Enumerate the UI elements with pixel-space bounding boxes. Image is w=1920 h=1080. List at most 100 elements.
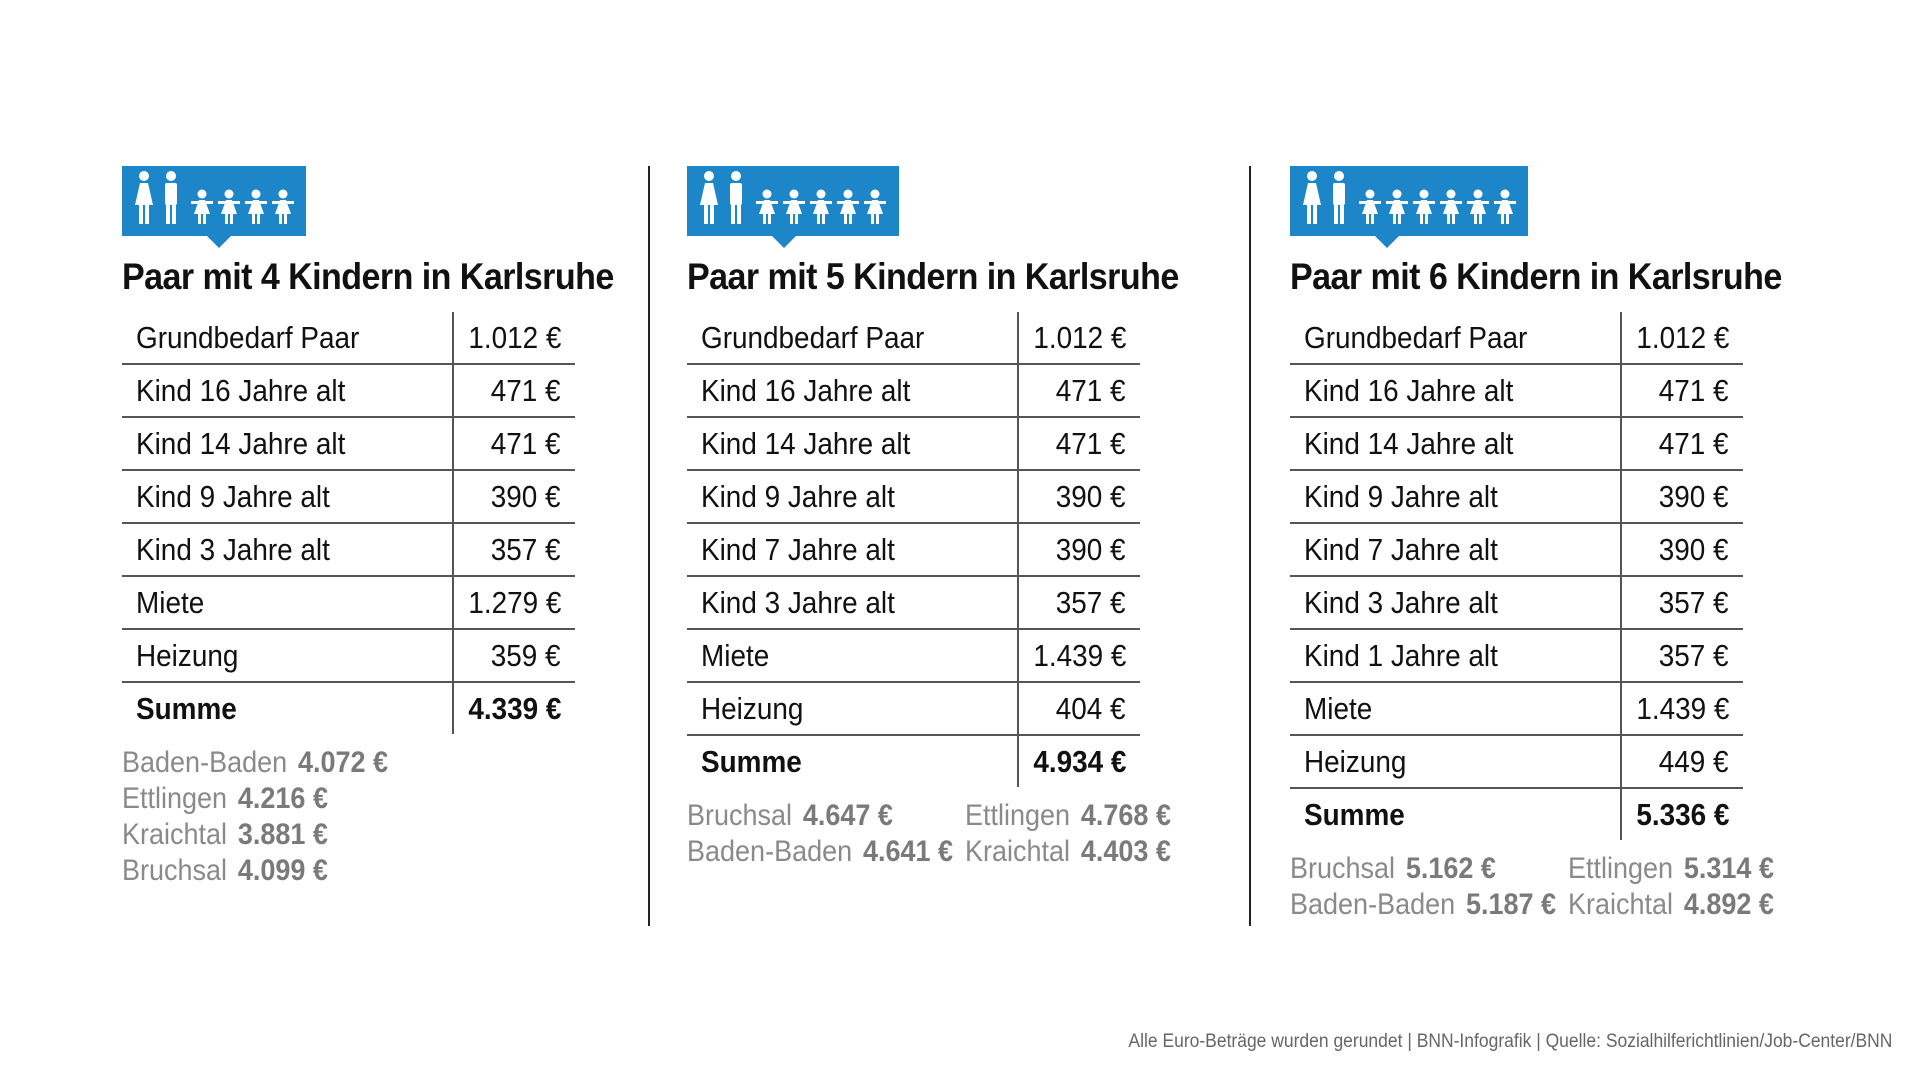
- child-icon: [1440, 189, 1462, 224]
- table-row: Kind 3 Jahre alt 357 €: [1290, 576, 1743, 630]
- row-label-cell: Miete: [122, 576, 454, 630]
- family-icon: [700, 171, 886, 224]
- row-label: Kind 7 Jahre alt: [701, 531, 895, 567]
- row-value: 357 €: [1659, 637, 1729, 673]
- footer-source: Alle Euro-Beträge wurden gerundet | BNN-…: [1127, 1031, 1892, 1052]
- row-label: Kind 3 Jahre alt: [136, 531, 330, 567]
- row-label-cell: Kind 14 Jahre alt: [122, 417, 454, 471]
- row-label-cell: Kind 9 Jahre alt: [687, 470, 1019, 524]
- row-label-cell: Kind 1 Jahre alt: [1290, 629, 1622, 683]
- sum-row: Summe 5.336 €: [1290, 788, 1743, 840]
- city-entry: Bruchsal 5.162 €: [1290, 852, 1568, 886]
- city-name: Ettlingen: [965, 799, 1071, 832]
- sum-value-cell: 4.339 €: [453, 682, 575, 734]
- table-row: Grundbedarf Paar 1.012 €: [1290, 312, 1743, 365]
- city-entry: Kraichtal 4.892 €: [1568, 888, 1825, 922]
- child-icon: [191, 189, 213, 224]
- child-icon: [218, 189, 240, 224]
- cost-table: Grundbedarf Paar 1.012 € Kind 16 Jahre alt…: [122, 312, 575, 734]
- row-value: 359 €: [491, 637, 561, 673]
- row-value: 357 €: [491, 531, 561, 567]
- city-entry-text: Kraichtal 4.403 €: [965, 835, 1171, 869]
- table-row: Kind 14 Jahre alt 471 €: [122, 417, 575, 471]
- row-label-cell: Kind 3 Jahre alt: [122, 523, 454, 577]
- table-row: Kind 9 Jahre alt 390 €: [687, 470, 1140, 524]
- table-row: Kind 14 Jahre alt 471 €: [1290, 417, 1743, 471]
- city-entry-text: Ettlingen 5.314 €: [1568, 852, 1774, 886]
- city-entry-text: Bruchsal 4.647 €: [687, 799, 893, 833]
- row-value-cell: 404 €: [1018, 682, 1140, 736]
- sum-value-cell: 5.336 €: [1621, 788, 1743, 840]
- row-label-cell: Kind 7 Jahre alt: [1290, 523, 1622, 577]
- child-icon: [837, 189, 859, 224]
- city-name: Kraichtal: [965, 835, 1071, 868]
- family-icon: [135, 171, 294, 224]
- row-label-cell: Kind 16 Jahre alt: [122, 364, 454, 418]
- city-value: 4.403 €: [1080, 835, 1171, 868]
- city-value: 4.099 €: [237, 854, 328, 887]
- table-row: Miete 1.279 €: [122, 576, 575, 630]
- row-label: Kind 14 Jahre alt: [1304, 425, 1514, 461]
- row-label: Miete: [701, 637, 770, 673]
- row-value-cell: 1.012 €: [453, 312, 575, 365]
- family-badge: [122, 166, 306, 248]
- panel-4-children: Paar mit 4 Kindern in Karlsruhe Grundbed…: [122, 166, 657, 890]
- divider: [648, 166, 650, 926]
- city-entry-text: Bruchsal 5.162 €: [1290, 852, 1496, 886]
- child-icon: [1359, 189, 1381, 224]
- city-value: 4.216 €: [237, 782, 328, 815]
- row-value: 471 €: [1056, 425, 1126, 461]
- city-name: Kraichtal: [122, 818, 228, 851]
- row-value-cell: 357 €: [1621, 576, 1743, 630]
- row-label-cell: Kind 9 Jahre alt: [122, 470, 454, 524]
- city-entry-text: Baden-Baden 5.187 €: [1290, 888, 1556, 922]
- row-label: Kind 1 Jahre alt: [1304, 637, 1498, 673]
- sum-row: Summe 4.934 €: [687, 735, 1140, 787]
- row-label-cell: Heizung: [1290, 735, 1622, 789]
- row-value: 390 €: [1659, 478, 1729, 514]
- row-label: Kind 14 Jahre alt: [701, 425, 911, 461]
- table-row: Kind 3 Jahre alt 357 €: [687, 576, 1140, 630]
- row-value: 404 €: [1056, 690, 1126, 726]
- row-value: 471 €: [491, 372, 561, 408]
- city-entry: Ettlingen 4.768 €: [965, 799, 1222, 833]
- row-value-cell: 1.012 €: [1018, 312, 1140, 365]
- city-name: Kraichtal: [1568, 888, 1674, 921]
- table-row: Grundbedarf Paar 1.012 €: [122, 312, 575, 365]
- row-value-cell: 1.439 €: [1621, 682, 1743, 736]
- city-entry-text: Kraichtal 4.892 €: [1568, 888, 1774, 922]
- row-value: 471 €: [1659, 425, 1729, 461]
- table-row: Heizung 404 €: [687, 682, 1140, 736]
- child-icon: [1494, 189, 1516, 224]
- row-label-cell: Kind 14 Jahre alt: [687, 417, 1019, 471]
- row-label: Grundbedarf Paar: [701, 319, 925, 355]
- child-icon: [810, 189, 832, 224]
- row-value: 449 €: [1659, 743, 1729, 779]
- city-entry: Baden-Baden 5.187 €: [1290, 888, 1568, 922]
- cost-table: Grundbedarf Paar 1.012 € Kind 16 Jahre alt…: [687, 312, 1140, 787]
- row-label: Miete: [1304, 690, 1373, 726]
- city-entry: Baden-Baden 4.072 €: [122, 746, 657, 780]
- row-value-cell: 471 €: [1621, 364, 1743, 418]
- city-value: 5.314 €: [1683, 852, 1774, 885]
- city-entry: Bruchsal 4.647 €: [687, 799, 965, 833]
- row-label-cell: Heizung: [122, 629, 454, 683]
- row-value-cell: 390 €: [1621, 523, 1743, 577]
- row-value: 1.012 €: [1635, 319, 1729, 355]
- row-label: Heizung: [701, 690, 804, 726]
- table-row: Kind 16 Jahre alt 471 €: [122, 364, 575, 418]
- row-value: 471 €: [1056, 372, 1126, 408]
- row-value-cell: 390 €: [1018, 523, 1140, 577]
- row-value-cell: 357 €: [1018, 576, 1140, 630]
- mother-icon: [1303, 171, 1321, 224]
- city-value: 4.072 €: [297, 746, 389, 779]
- city-entry: Ettlingen 4.216 €: [122, 782, 657, 816]
- row-value-cell: 1.279 €: [453, 576, 575, 630]
- row-label: Kind 3 Jahre alt: [701, 584, 895, 620]
- row-value: 1.439 €: [1635, 690, 1729, 726]
- row-label: Grundbedarf Paar: [1304, 319, 1528, 355]
- row-label: Kind 16 Jahre alt: [701, 372, 911, 408]
- table-row: Kind 16 Jahre alt 471 €: [1290, 364, 1743, 418]
- row-label-cell: Kind 9 Jahre alt: [1290, 470, 1622, 524]
- table-row: Kind 9 Jahre alt 390 €: [1290, 470, 1743, 524]
